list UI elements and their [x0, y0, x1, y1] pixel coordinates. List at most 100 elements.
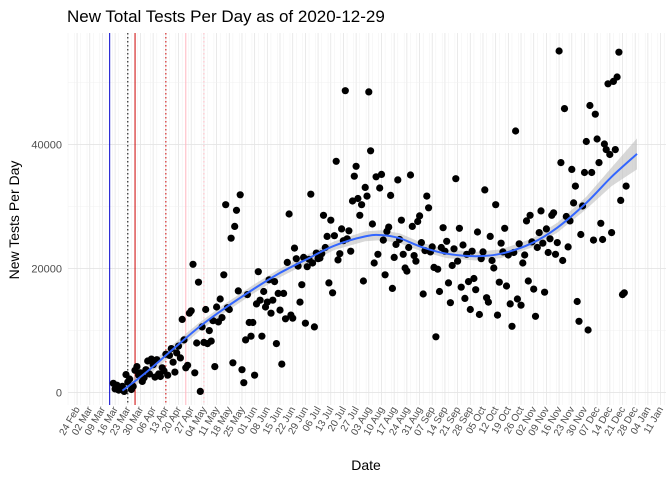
- data-point: [327, 216, 335, 224]
- data-point: [298, 281, 306, 289]
- y-tick-label: 20000: [31, 264, 62, 276]
- data-point: [524, 277, 532, 285]
- chart-title: New Total Tests Per Day as of 2020-12-29: [67, 7, 385, 26]
- data-point: [492, 201, 500, 209]
- data-point: [334, 256, 342, 264]
- data-point: [242, 336, 250, 344]
- data-point: [301, 319, 309, 327]
- data-point: [184, 361, 192, 369]
- data-point: [508, 322, 516, 330]
- data-point: [408, 222, 416, 230]
- data-point: [591, 110, 599, 118]
- data-point: [488, 256, 496, 265]
- data-point: [379, 236, 387, 244]
- data-point: [537, 207, 545, 215]
- data-point: [580, 168, 589, 177]
- data-point: [570, 199, 578, 207]
- data-point: [405, 243, 413, 252]
- data-point: [459, 241, 467, 249]
- data-point: [251, 371, 259, 379]
- data-point: [254, 268, 262, 276]
- data-point: [452, 175, 460, 183]
- data-point: [435, 287, 444, 296]
- data-point: [588, 168, 596, 177]
- data-point: [171, 368, 179, 376]
- data-point: [513, 295, 522, 303]
- data-point: [345, 227, 353, 235]
- data-point: [350, 172, 358, 180]
- data-point: [367, 147, 375, 155]
- data-point: [174, 342, 183, 350]
- data-point: [319, 211, 328, 219]
- data-point: [613, 73, 621, 81]
- data-point: [263, 298, 271, 306]
- data-point: [238, 366, 246, 374]
- data-point: [559, 256, 567, 265]
- data-point: [296, 298, 304, 306]
- data-point: [468, 247, 476, 255]
- data-point: [403, 267, 411, 275]
- data-point: [133, 363, 141, 371]
- data-point: [361, 183, 369, 191]
- data-point: [551, 250, 560, 258]
- y-tick-label: 0: [56, 388, 62, 400]
- data-point: [207, 337, 215, 345]
- data-point: [410, 252, 418, 260]
- data-point: [577, 230, 585, 239]
- data-point: [481, 186, 489, 194]
- data-point: [370, 259, 378, 267]
- data-point: [439, 224, 447, 232]
- data-point: [595, 159, 603, 167]
- data-point: [385, 223, 393, 231]
- data-point: [454, 257, 462, 265]
- data-point: [470, 274, 478, 283]
- data-point: [608, 229, 616, 237]
- data-point: [412, 257, 420, 265]
- data-point: [564, 243, 572, 251]
- data-point: [338, 225, 346, 233]
- data-point: [495, 278, 503, 286]
- data-point: [461, 294, 469, 302]
- data-point: [374, 250, 382, 258]
- data-point: [225, 305, 233, 314]
- data-point: [511, 127, 520, 135]
- data-point: [256, 296, 264, 304]
- data-point: [444, 279, 453, 287]
- data-point: [147, 355, 155, 363]
- data-point: [506, 300, 514, 308]
- data-point: [236, 191, 244, 199]
- y-tick-label: 40000: [31, 140, 62, 152]
- data-point: [575, 317, 583, 325]
- data-point: [280, 289, 288, 297]
- data-point: [611, 146, 619, 154]
- data-point: [388, 284, 396, 292]
- data-point: [553, 239, 561, 247]
- data-point: [589, 236, 598, 244]
- data-point: [193, 339, 201, 347]
- data-point: [216, 295, 224, 303]
- data-point: [493, 311, 502, 319]
- data-point: [557, 159, 565, 167]
- data-point: [387, 191, 395, 199]
- data-point: [490, 264, 498, 272]
- data-point: [399, 250, 407, 258]
- data-point: [285, 210, 293, 218]
- data-point: [550, 209, 558, 217]
- data-point: [584, 326, 592, 334]
- data-point: [352, 162, 360, 170]
- data-point: [187, 307, 195, 315]
- data-point: [541, 288, 549, 296]
- data-point: [466, 305, 474, 314]
- data-point: [416, 212, 424, 220]
- data-point: [310, 323, 318, 331]
- data-point: [417, 239, 425, 247]
- data-point: [530, 285, 538, 293]
- data-point: [191, 369, 199, 377]
- data-point: [178, 315, 186, 323]
- data-point: [309, 259, 317, 267]
- data-point: [526, 211, 534, 219]
- data-point: [606, 150, 614, 159]
- data-point: [356, 211, 364, 219]
- data-point: [358, 201, 366, 209]
- data-point: [281, 315, 290, 323]
